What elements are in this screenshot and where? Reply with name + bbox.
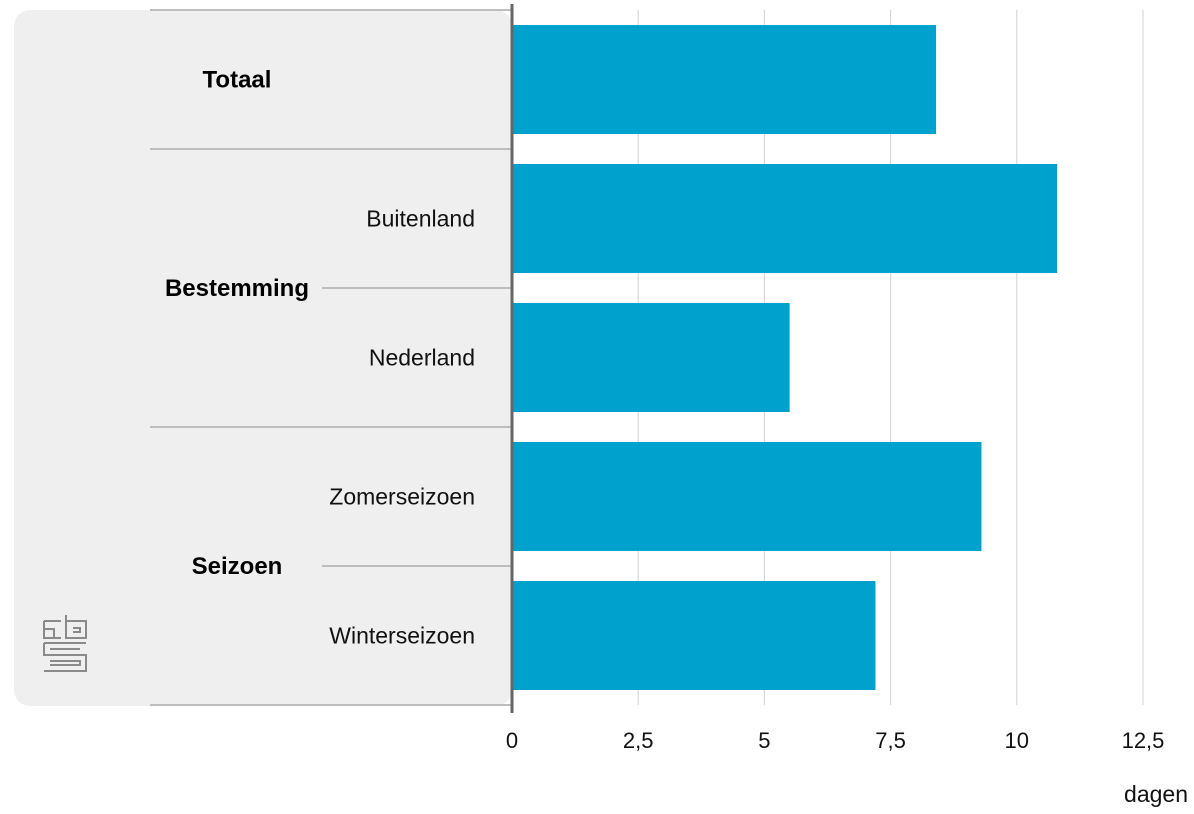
bar-zomerseizoen <box>512 442 982 551</box>
bars <box>512 25 1058 690</box>
category-labels: Totaal Bestemming Buitenland Nederland Seizo… <box>165 67 475 649</box>
tick-labels: 0 2,5 5 7,5 10 12,5 <box>506 728 1165 753</box>
label-panel <box>14 10 512 706</box>
category-label: Zomerseizoen <box>329 484 475 510</box>
category-label: Nederland <box>369 345 475 371</box>
tick-label: 5 <box>758 728 770 753</box>
category-label: Buitenland <box>366 206 475 232</box>
category-label: Winterseizoen <box>329 623 475 649</box>
bar-buitenland <box>512 164 1058 273</box>
bar-nederland <box>512 303 790 412</box>
tick-label: 0 <box>506 728 518 753</box>
tick-label: 2,5 <box>623 728 654 753</box>
group-separators <box>150 9 512 706</box>
group-label: Seizoen <box>192 553 283 580</box>
cbs-logo-icon <box>43 615 87 672</box>
bar-totaal <box>512 25 937 134</box>
group-label: Bestemming <box>165 275 309 302</box>
bar-winterseizoen <box>512 581 876 690</box>
tick-label: 7,5 <box>875 728 906 753</box>
x-axis-label: dagen <box>1124 781 1188 807</box>
group-label: Totaal <box>203 67 272 94</box>
tick-label: 12,5 <box>1122 728 1165 753</box>
tick-label: 10 <box>1005 728 1029 753</box>
